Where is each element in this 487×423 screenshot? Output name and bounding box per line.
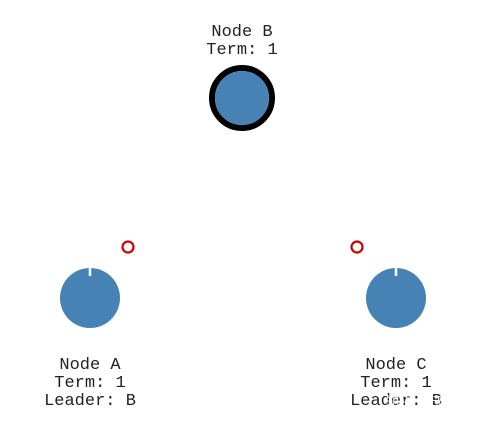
watermark: 知乎 @无知影 <box>386 394 474 411</box>
heartbeat-message-to-a <box>121 240 135 254</box>
node-a-name: Node A <box>59 356 121 375</box>
node-c-name: Node C <box>365 356 426 375</box>
node-b-name: Node B <box>211 23 272 42</box>
heartbeat-message-to-c <box>350 240 364 254</box>
node-c[interactable]: Node C Term: 1 Leader: B <box>350 268 442 411</box>
node-a-leader: Leader: B <box>44 392 136 411</box>
node-b-circle[interactable] <box>215 71 269 125</box>
node-b-term: Term: 1 <box>206 41 277 60</box>
node-b-leader-ring <box>209 65 275 131</box>
node-c-circle[interactable] <box>366 268 426 328</box>
node-a-circle[interactable] <box>60 268 120 328</box>
node-c-term: Term: 1 <box>360 374 431 393</box>
node-b[interactable]: Node B Term: 1 <box>206 23 278 131</box>
node-c-leader: Leader: B <box>350 392 442 411</box>
node-a-term: Term: 1 <box>54 374 125 393</box>
node-a[interactable]: Node A Term: 1 Leader: B <box>44 268 136 411</box>
